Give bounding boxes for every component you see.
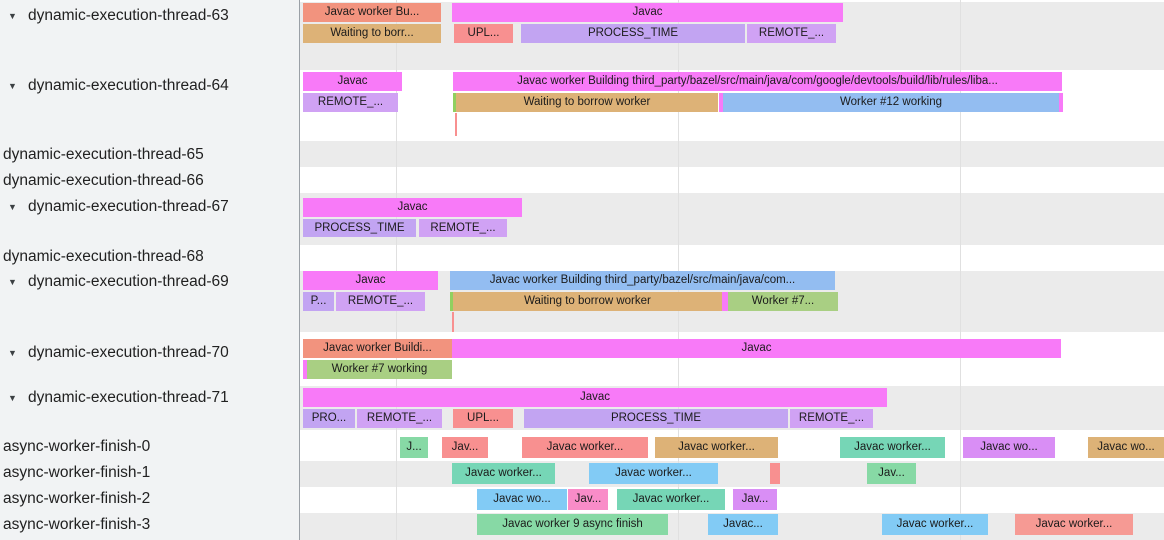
trace-slice[interactable]: REMOTE_... — [303, 93, 398, 112]
trace-slice[interactable]: P... — [303, 292, 334, 311]
trace-slice[interactable]: Javac — [303, 198, 522, 217]
track-row-dynamic-execution-thread-66[interactable]: dynamic-execution-thread-66 — [0, 170, 299, 192]
trace-slice[interactable]: REMOTE_... — [336, 292, 425, 311]
expand-triangle-icon[interactable]: ▼ — [8, 393, 17, 403]
trace-slice[interactable]: PROCESS_TIME — [524, 409, 788, 428]
track-label: dynamic-execution-thread-65 — [3, 146, 204, 163]
trace-slice-sliver[interactable] — [453, 93, 456, 112]
trace-slice[interactable]: Javac worker Bu... — [303, 3, 441, 22]
trace-slice[interactable]: Javac worker... — [617, 489, 725, 510]
trace-slice[interactable]: Javac worker 9 async finish — [477, 514, 668, 535]
expand-triangle-icon[interactable]: ▼ — [8, 81, 17, 91]
trace-slice-sliver[interactable] — [303, 360, 307, 379]
trace-slice[interactable]: Jav... — [442, 437, 488, 458]
trace-slice[interactable]: UPL... — [454, 24, 513, 43]
instant-event-tick[interactable] — [455, 113, 457, 136]
expand-triangle-icon[interactable]: ▼ — [8, 348, 17, 358]
trace-slice[interactable]: Javac worker... — [882, 514, 988, 535]
trace-slice[interactable]: Javac — [303, 388, 887, 407]
trace-slice[interactable]: UPL... — [453, 409, 513, 428]
trace-slice[interactable]: Javac worker... — [1015, 514, 1133, 535]
track-label: async-worker-finish-2 — [3, 490, 151, 507]
trace-slice[interactable]: Javac worker Building third_party/bazel/… — [453, 72, 1062, 91]
trace-slice[interactable]: Jav... — [867, 463, 916, 484]
track-label: dynamic-execution-thread-64 — [28, 77, 229, 94]
trace-slice[interactable]: Waiting to borrow worker — [456, 93, 718, 112]
time-gridline — [396, 0, 397, 540]
track-row-dynamic-execution-thread-64[interactable]: ▼ dynamic-execution-thread-64 — [0, 75, 299, 97]
track-row-dynamic-execution-thread-71[interactable]: ▼ dynamic-execution-thread-71 — [0, 387, 299, 409]
trace-slice[interactable]: Javac — [452, 339, 1061, 358]
track-label-sidebar: ▼ dynamic-execution-thread-63 ▼ dynamic-exe… — [0, 0, 300, 540]
trace-slice-sliver[interactable] — [450, 292, 453, 311]
trace-slice[interactable]: REMOTE_... — [357, 409, 442, 428]
trace-slice[interactable]: Javac worker... — [655, 437, 778, 458]
trace-slice[interactable]: Javac — [452, 3, 843, 22]
track-label: dynamic-execution-thread-63 — [28, 7, 229, 24]
track-row-dynamic-execution-thread-68[interactable]: dynamic-execution-thread-68 — [0, 246, 299, 268]
track-row-async-worker-finish-1[interactable]: async-worker-finish-1 — [0, 462, 299, 484]
trace-slice[interactable]: Waiting to borr... — [303, 24, 441, 43]
trace-slice[interactable]: REMOTE_... — [790, 409, 873, 428]
trace-slice[interactable]: Javac worker Buildi... — [303, 339, 452, 358]
track-row-dynamic-execution-thread-70[interactable]: ▼ dynamic-execution-thread-70 — [0, 342, 299, 364]
trace-slice[interactable]: PROCESS_TIME — [521, 24, 745, 43]
time-gridline — [678, 0, 679, 540]
track-label: async-worker-finish-0 — [3, 438, 151, 455]
track-row-async-worker-finish-0[interactable]: async-worker-finish-0 — [0, 436, 299, 458]
trace-slice[interactable]: Javac — [303, 72, 402, 91]
trace-slice[interactable]: Javac worker... — [522, 437, 648, 458]
track-label: dynamic-execution-thread-69 — [28, 273, 229, 290]
trace-slice[interactable]: Javac worker... — [840, 437, 945, 458]
track-row-dynamic-execution-thread-65[interactable]: dynamic-execution-thread-65 — [0, 144, 299, 166]
trace-slice[interactable]: PRO... — [303, 409, 355, 428]
track-label: dynamic-execution-thread-67 — [28, 198, 229, 215]
trace-slice[interactable]: Javac — [303, 271, 438, 290]
trace-slice[interactable]: Worker #12 working — [723, 93, 1059, 112]
trace-slice-sliver[interactable] — [722, 292, 728, 311]
trace-slice[interactable]: REMOTE_... — [747, 24, 836, 43]
trace-slice-sliver[interactable] — [719, 93, 723, 112]
trace-slice[interactable]: Jav... — [568, 489, 608, 510]
trace-slice[interactable]: Jav... — [733, 489, 777, 510]
trace-slice[interactable]: Javac wo... — [963, 437, 1055, 458]
expand-triangle-icon[interactable]: ▼ — [8, 202, 17, 212]
track-label: dynamic-execution-thread-71 — [28, 389, 229, 406]
trace-slice[interactable]: Worker #7 working — [307, 360, 452, 379]
trace-slice[interactable]: Javac worker Building third_party/bazel/… — [450, 271, 835, 290]
instant-event-tick[interactable] — [452, 312, 454, 332]
trace-slice[interactable]: J... — [400, 437, 428, 458]
trace-slice[interactable]: Javac worker... — [589, 463, 718, 484]
trace-slice[interactable]: PROCESS_TIME — [303, 219, 416, 237]
track-stripe-background — [300, 141, 1164, 167]
track-row-dynamic-execution-thread-63[interactable]: ▼ dynamic-execution-thread-63 — [0, 5, 299, 27]
track-row-async-worker-finish-3[interactable]: async-worker-finish-3 — [0, 514, 299, 536]
track-row-async-worker-finish-2[interactable]: async-worker-finish-2 — [0, 488, 299, 510]
time-gridline — [960, 0, 961, 540]
track-row-dynamic-execution-thread-67[interactable]: ▼ dynamic-execution-thread-67 — [0, 196, 299, 218]
trace-slice-sliver[interactable] — [770, 463, 780, 484]
track-stripe-background — [300, 461, 1164, 487]
trace-slice[interactable]: Javac wo... — [1088, 437, 1164, 458]
trace-slice-sliver[interactable] — [1059, 93, 1063, 112]
expand-triangle-icon[interactable]: ▼ — [8, 277, 17, 287]
track-label: dynamic-execution-thread-68 — [3, 248, 204, 265]
trace-slice[interactable]: Worker #7... — [728, 292, 838, 311]
track-row-dynamic-execution-thread-69[interactable]: ▼ dynamic-execution-thread-69 — [0, 271, 299, 293]
track-label: dynamic-execution-thread-66 — [3, 172, 204, 189]
trace-slice[interactable]: Javac wo... — [477, 489, 567, 510]
track-label: async-worker-finish-3 — [3, 516, 151, 533]
track-label: async-worker-finish-1 — [3, 464, 151, 481]
trace-slice[interactable]: REMOTE_... — [419, 219, 507, 237]
expand-triangle-icon[interactable]: ▼ — [8, 11, 17, 21]
trace-slice[interactable]: Waiting to borrow worker — [453, 292, 722, 311]
trace-slice[interactable]: Javac worker... — [452, 463, 555, 484]
trace-slice[interactable]: Javac... — [708, 514, 778, 535]
track-label: dynamic-execution-thread-70 — [28, 344, 229, 361]
